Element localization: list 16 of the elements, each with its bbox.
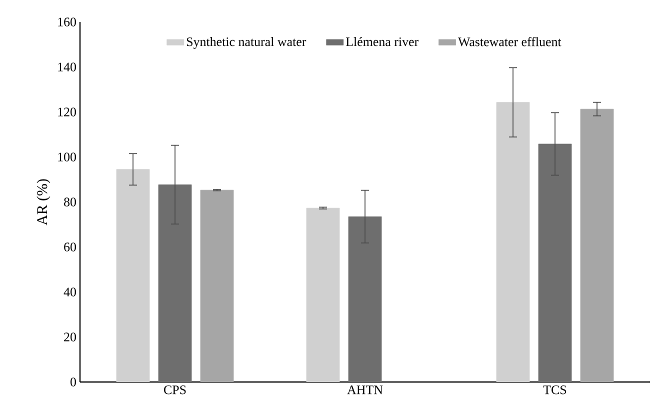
x-tick-label: CPS xyxy=(164,386,186,394)
y-axis-title: AR (%) xyxy=(36,179,50,226)
y-tick-label: 0 xyxy=(70,378,76,386)
x-tick-label: AHTN xyxy=(347,386,383,394)
y-tick-label: 20 xyxy=(64,332,76,342)
y-tick-label: 140 xyxy=(58,62,76,72)
legend-label: Llémena river xyxy=(346,37,418,46)
y-tick-label: 120 xyxy=(58,108,76,116)
y-tick-label: 160 xyxy=(58,18,76,26)
x-tick-label: TCS xyxy=(543,386,566,394)
y-tick-label: 40 xyxy=(64,288,76,296)
legend-label: Synthetic natural water xyxy=(186,37,306,49)
y-tick-label: 100 xyxy=(58,152,76,162)
y-tick-label: 60 xyxy=(64,242,76,252)
legend-label: Wastewater effluent xyxy=(458,36,562,46)
y-tick-label: 80 xyxy=(64,198,76,206)
